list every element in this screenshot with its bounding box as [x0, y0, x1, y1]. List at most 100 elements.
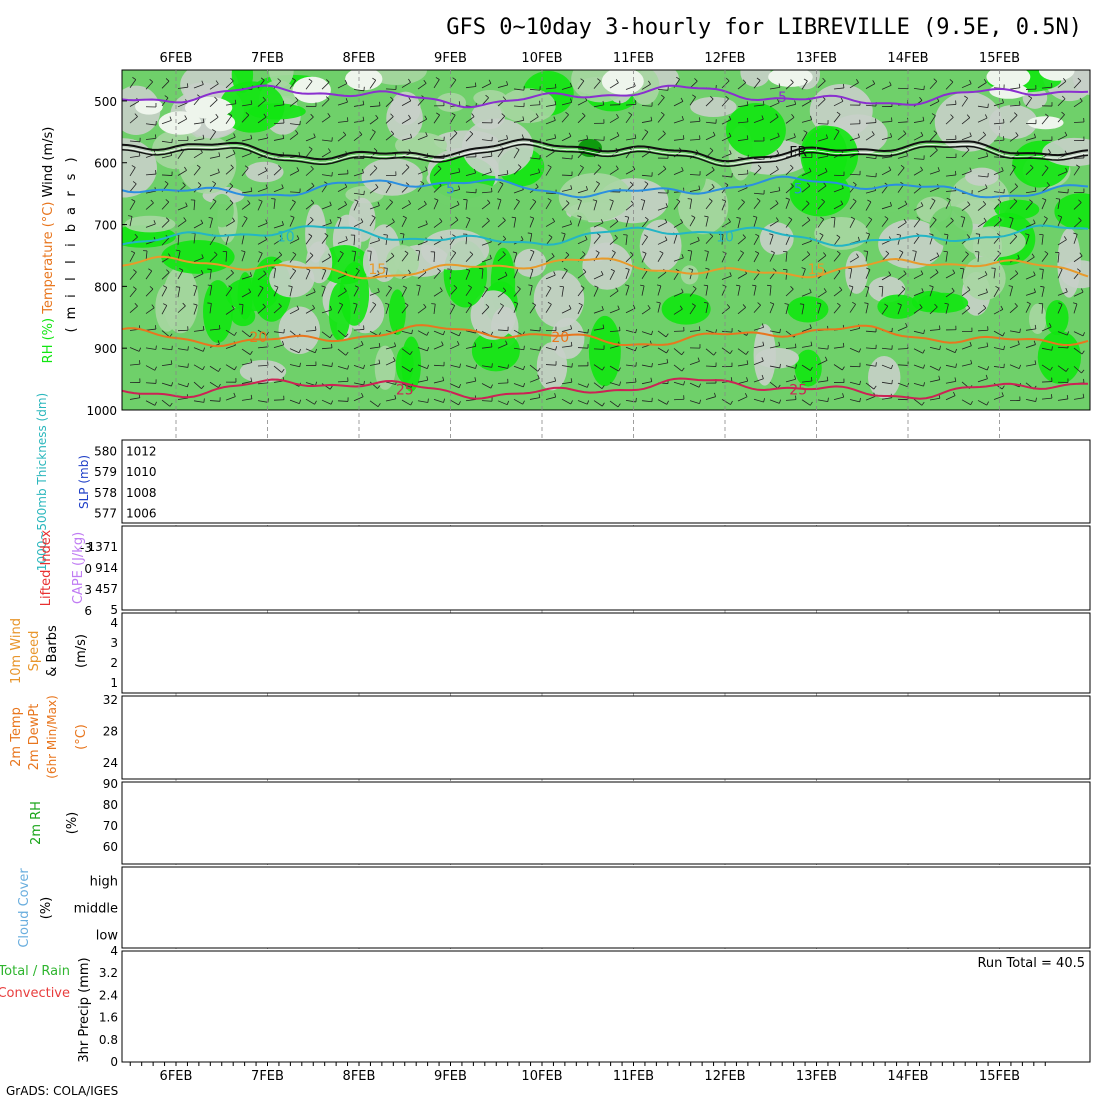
wind-barb-flag	[967, 286, 971, 291]
wind-barb	[209, 131, 216, 141]
wind-barb	[673, 308, 683, 315]
wind-barb	[193, 329, 204, 332]
wind-barb-flag	[644, 216, 649, 220]
wind-barb	[897, 364, 909, 366]
isotherm-label: FR	[789, 144, 807, 160]
pressure-tick-label: 800	[94, 280, 117, 294]
wind-barb	[417, 135, 428, 141]
wind-barb-flag	[345, 98, 348, 103]
wind-barb-flag	[502, 217, 506, 221]
wind-barb-flag	[1079, 252, 1083, 257]
wind-barb-flag	[824, 356, 828, 361]
wind-barb	[465, 172, 476, 176]
wind-barb-flag	[474, 377, 477, 382]
wind-barb	[385, 255, 395, 263]
wind-barb	[673, 381, 684, 386]
wind-barb-flag	[212, 129, 216, 132]
wind-barb-flag	[339, 251, 344, 254]
wind-barb-flag	[513, 301, 518, 304]
wind-barb	[321, 399, 332, 405]
wind-barb-flag	[565, 111, 569, 116]
wind-barb	[497, 148, 505, 158]
wind-barb-flag	[234, 366, 237, 371]
wind-barb	[593, 364, 603, 371]
wind-barb-flag	[625, 267, 630, 270]
wind-barb	[465, 345, 476, 349]
wind-barb	[177, 150, 184, 159]
wind-barb-flag	[922, 364, 926, 369]
wind-barb-flag	[311, 182, 315, 187]
precip-legend-total: Total / Rain	[0, 964, 70, 979]
wind-barb	[609, 117, 619, 124]
wind-barb	[369, 117, 379, 125]
wind-barb	[561, 308, 572, 314]
wind-barb-flag	[400, 232, 405, 235]
wind-barb	[321, 347, 332, 350]
wind-barb-flag	[1033, 219, 1036, 224]
wind-barb	[545, 137, 556, 141]
wind-barb-flag	[597, 78, 601, 82]
wind-barb-flag	[154, 325, 157, 330]
wind-barb-flag	[986, 366, 990, 371]
rh-blob	[877, 294, 919, 319]
wind-barb-flag	[859, 380, 861, 385]
wind-barb-flag	[555, 83, 557, 88]
wind-barb-flag	[997, 250, 1001, 254]
wind-barb	[881, 84, 892, 90]
wind-barb	[625, 149, 633, 159]
wind-barb	[785, 288, 794, 297]
wind-barb-flag	[523, 382, 526, 387]
wind-barb	[177, 397, 188, 400]
wind-barb	[529, 172, 540, 176]
wind-barb	[593, 139, 604, 141]
wind-barb-flag	[691, 215, 696, 218]
rh-dry-cell	[989, 83, 1028, 99]
isotherm-15	[122, 255, 1089, 280]
wind-barb	[833, 305, 841, 314]
wind-barb	[305, 185, 315, 193]
wind-barb-flag	[1077, 77, 1082, 82]
wind-barb-flag	[250, 377, 253, 382]
wind-barb-flag	[951, 287, 955, 292]
wind-barb-flag	[450, 303, 455, 306]
wind-barb	[657, 206, 668, 211]
wind-barb	[929, 365, 940, 371]
wind-barb	[401, 348, 411, 355]
wind-barb	[881, 381, 892, 385]
upper-air-ylabel: RH (%) Temperature (°C) Wind (m/s)	[41, 127, 56, 364]
wind-barb-flag	[471, 113, 475, 117]
wind-barb-flag	[343, 287, 347, 292]
wind-barb	[849, 136, 860, 141]
wind-barb	[609, 330, 620, 332]
wind-barb	[337, 400, 349, 402]
wind-barb	[753, 167, 762, 176]
wind-barb	[241, 152, 252, 158]
wind-barb	[753, 285, 757, 296]
wind-barb-flag	[501, 113, 506, 117]
wind-barb	[1041, 269, 1044, 280]
wind-barb-flag	[986, 152, 989, 157]
wind-barb	[449, 399, 459, 406]
wind-barb	[689, 120, 700, 123]
wind-barb-flag	[699, 399, 702, 404]
wind-barb-flag	[267, 398, 269, 403]
wind-barb	[849, 268, 853, 279]
wind-barb-flag	[458, 168, 461, 173]
rh-blob	[219, 81, 285, 133]
wind-barb-flag	[229, 183, 234, 187]
wind-barb-flag	[1014, 112, 1018, 116]
wind-barb-flag	[327, 148, 331, 152]
wind-barb	[689, 361, 700, 366]
rh-blob	[161, 240, 235, 274]
wind-barb	[129, 101, 139, 107]
wind-barb-flag	[665, 333, 669, 338]
wind-barb	[785, 199, 790, 209]
wind-barb	[993, 288, 1000, 298]
wind-barb-flag	[184, 115, 188, 120]
wind-barb	[561, 174, 573, 176]
wind-barb-flag	[931, 113, 936, 116]
wind-barb-flag	[1019, 328, 1021, 333]
wind-barb-flag	[149, 286, 154, 290]
wind-barb	[369, 251, 372, 262]
wind-barb-flag	[132, 77, 136, 80]
